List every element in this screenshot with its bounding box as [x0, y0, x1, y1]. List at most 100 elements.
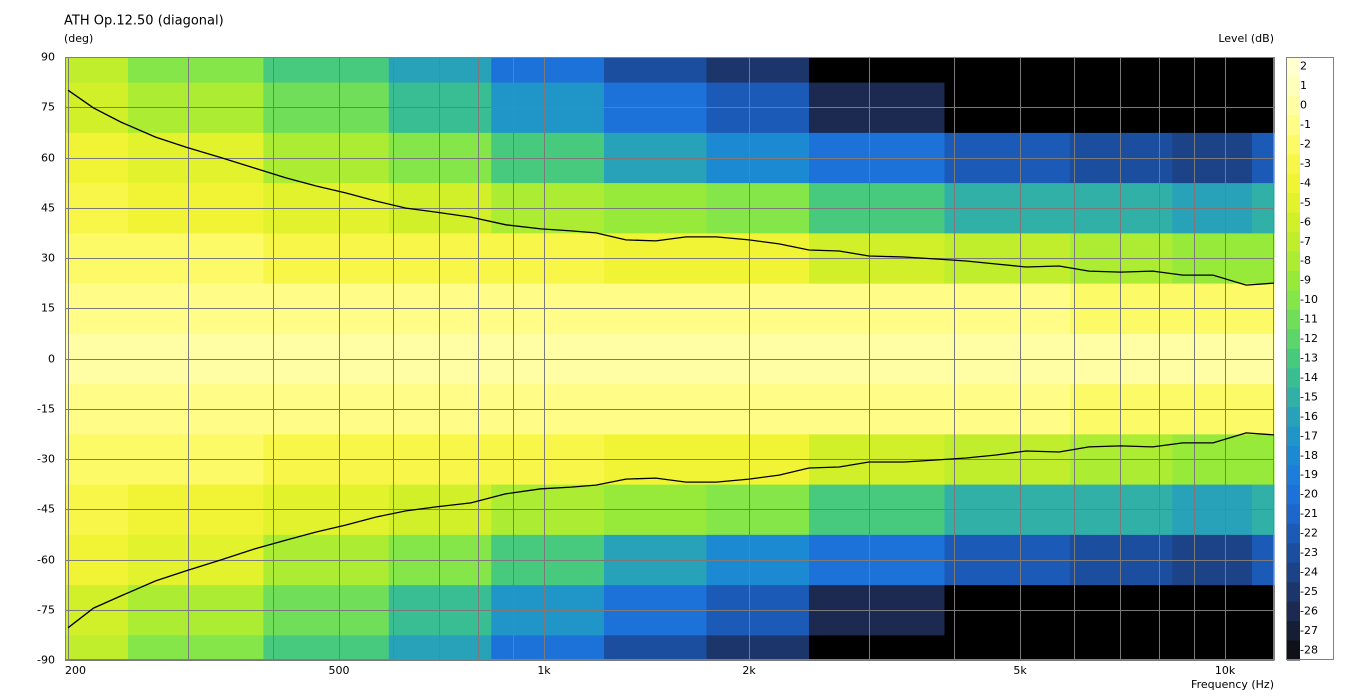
- colorbar-tick-label: -5: [1300, 196, 1311, 209]
- heatmap-cell: [127, 534, 264, 586]
- heatmap-cell: [388, 534, 492, 586]
- colorbar-band: [1287, 543, 1300, 564]
- x-tick-label: 500: [328, 664, 349, 677]
- colorbar-band: [1287, 484, 1300, 505]
- colorbar-tick-label: -6: [1300, 215, 1311, 228]
- colorbar-band: [1287, 95, 1300, 116]
- heatmap-cell: [1069, 634, 1173, 661]
- chart-title: ATH Op.12.50 (diagonal): [64, 14, 224, 29]
- colorbar-band: [1287, 446, 1300, 466]
- colorbar-tick-label: -20: [1300, 488, 1318, 501]
- colorbar-band: [1287, 57, 1300, 77]
- heatmap-cell: [1069, 333, 1173, 385]
- heatmap-cell: [1252, 634, 1275, 661]
- colorbar-tick-label: -9: [1300, 274, 1311, 287]
- colorbar-band: [1287, 329, 1300, 350]
- colorbar-band: [1287, 504, 1300, 525]
- heatmap-cell: [944, 534, 1071, 586]
- colorbar-band: [1287, 76, 1300, 97]
- heatmap-cell: [706, 534, 810, 586]
- y-tick-label: 75: [41, 101, 55, 114]
- plot-frame: [65, 57, 1274, 660]
- colorbar-band: [1287, 348, 1300, 369]
- heatmap-cell: [808, 534, 945, 586]
- colorbar-tick-label: -3: [1300, 157, 1311, 170]
- heatmap-cell: [808, 634, 945, 661]
- colorbar-tick-label: -16: [1300, 410, 1318, 423]
- colorbar-band: [1287, 115, 1300, 136]
- heatmap-cell: [944, 333, 1071, 385]
- heatmap-cell: [127, 634, 264, 661]
- x-tick-label: 10k: [1215, 664, 1236, 677]
- colorbar-tick-label: -14: [1300, 371, 1318, 384]
- colorbar-tick-label: -28: [1300, 643, 1318, 656]
- y-axis-label: (deg): [64, 32, 93, 45]
- heatmap-cell: [1172, 534, 1253, 586]
- heatmap-cell: [388, 132, 492, 184]
- heatmap-cell: [944, 634, 1071, 661]
- colorbar-tick-label: -8: [1300, 254, 1311, 267]
- colorbar-band: [1287, 426, 1300, 447]
- colorbar-band: [1287, 134, 1300, 155]
- heatmap-cell: [65, 634, 129, 661]
- y-tick-label: 60: [41, 152, 55, 165]
- heatmap-cell: [491, 534, 605, 586]
- heatmap-cell: [603, 57, 707, 83]
- colorbar-tick-label: 1: [1300, 79, 1307, 92]
- colorbar-tick-label: -18: [1300, 449, 1318, 462]
- heatmap-cell: [1252, 57, 1275, 83]
- y-tick-label: -90: [37, 654, 55, 667]
- x-axis-label: Frequency (Hz): [1191, 678, 1274, 691]
- colorbar-tick-label: -27: [1300, 624, 1318, 637]
- heatmap-cell: [706, 634, 810, 661]
- heatmap-cell: [1172, 132, 1253, 184]
- colorbar-tick-label: -1: [1300, 118, 1311, 131]
- heatmap-cell: [706, 333, 810, 385]
- heatmap-cell: [491, 57, 605, 83]
- x-tick-label: 1k: [537, 664, 551, 677]
- heatmap-cell: [388, 57, 492, 83]
- colorbar-tick-label: -10: [1300, 293, 1318, 306]
- colorbar-band: [1287, 193, 1300, 214]
- heatmap-cell: [491, 333, 605, 385]
- heatmap-cell: [706, 132, 810, 184]
- colorbar-frame: [1286, 57, 1334, 660]
- contour-line: [67, 432, 1275, 629]
- y-tick-label: -75: [37, 604, 55, 617]
- heatmap-cell: [808, 57, 945, 83]
- colorbar-band: [1287, 407, 1300, 428]
- colorbar-band: [1287, 368, 1300, 389]
- y-tick-label: 30: [41, 252, 55, 265]
- heatmap-cell: [127, 132, 264, 184]
- heatmap-cell: [263, 57, 390, 83]
- heatmap-cell: [388, 634, 492, 661]
- heatmap-cell: [65, 534, 129, 586]
- colorbar-tick-label: 0: [1300, 99, 1307, 112]
- colorbar-band: [1287, 387, 1300, 408]
- heatmap-cell: [1252, 132, 1275, 184]
- y-tick-label: 90: [41, 51, 55, 64]
- colorbar-band: [1287, 523, 1300, 544]
- y-tick-label: 0: [48, 353, 55, 366]
- colorbar-band: [1287, 465, 1300, 486]
- heatmap-cell: [603, 132, 707, 184]
- heatmap-cell: [263, 132, 390, 184]
- heatmap-cell: [1252, 333, 1275, 385]
- heatmap-cell: [1069, 57, 1173, 83]
- colorbar-tick-label: -12: [1300, 332, 1318, 345]
- heatmap-cell: [65, 132, 129, 184]
- colorbar-tick-label: -7: [1300, 235, 1311, 248]
- heatmap-cell: [263, 634, 390, 661]
- heatmap-cell: [65, 57, 129, 83]
- heatmap-cell: [263, 534, 390, 586]
- colorbar-band: [1287, 173, 1300, 194]
- heatmap-cell: [808, 132, 945, 184]
- heatmap-cell: [944, 57, 1071, 83]
- heatmap-cell: [1172, 333, 1253, 385]
- colorbar-tick-label: -24: [1300, 565, 1318, 578]
- contour-line: [67, 89, 1275, 286]
- colorbar-tick-label: -23: [1300, 546, 1318, 559]
- colorbar-tick-label: -15: [1300, 390, 1318, 403]
- colorbar-band: [1287, 309, 1300, 330]
